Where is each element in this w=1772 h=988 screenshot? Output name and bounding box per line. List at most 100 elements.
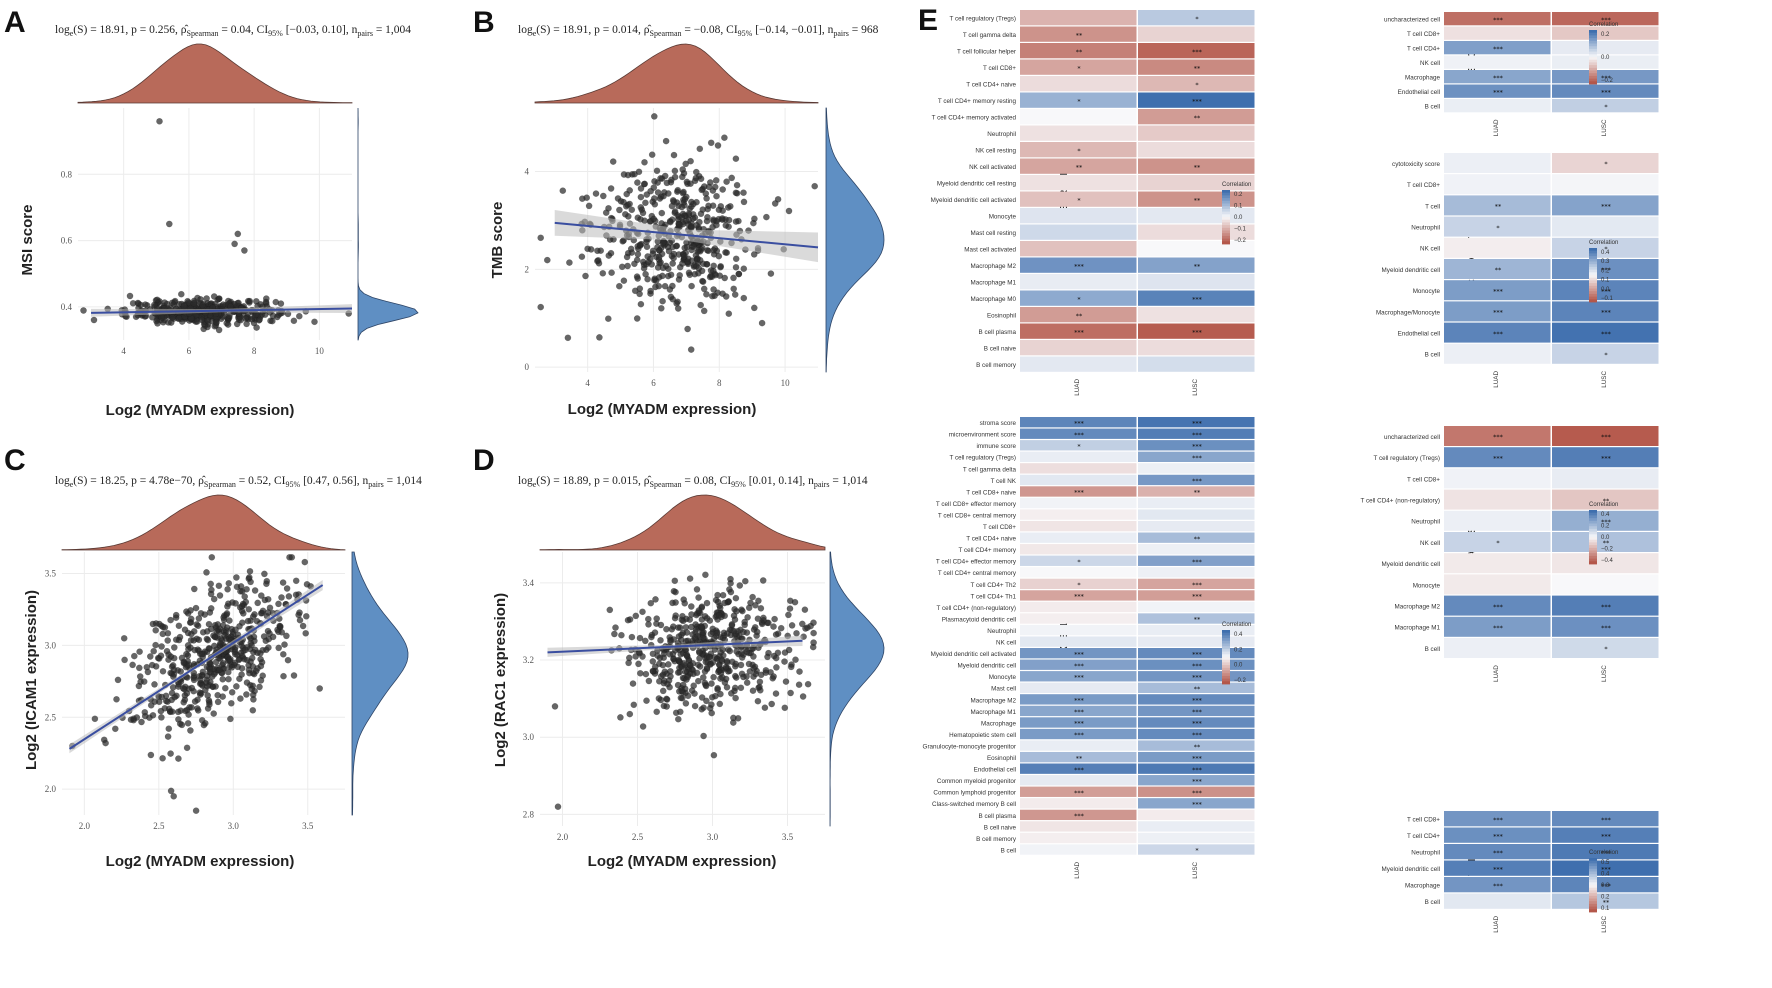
data-point (622, 210, 629, 218)
data-point (768, 700, 776, 708)
heatmap-cell (1138, 601, 1255, 613)
data-point (197, 610, 205, 617)
legend-swatch (1589, 48, 1597, 52)
significance-label: *** (1493, 816, 1504, 824)
data-point (695, 677, 702, 685)
data-point (684, 325, 691, 333)
significance-label: *** (1074, 673, 1085, 681)
data-point (788, 622, 796, 629)
data-point (178, 721, 186, 729)
x-tick-label: 3.0 (707, 832, 719, 842)
data-point (712, 177, 720, 184)
data-point (657, 637, 664, 644)
heatmap-row: T cell CD4+ Th1 *** *** (971, 590, 1255, 601)
legend-title: Correlation (1589, 240, 1618, 246)
stat-subscript: 95% (286, 480, 301, 489)
heatmap-cell (1020, 717, 1137, 728)
legend-swatch (1222, 217, 1230, 221)
data-point (626, 710, 634, 718)
significance-label: *** (1493, 849, 1504, 857)
legend-swatch (1589, 531, 1597, 535)
data-point (711, 654, 719, 661)
column-label: LUSC (1192, 379, 1199, 396)
legend-swatch (1222, 233, 1230, 237)
data-point (559, 187, 567, 194)
row-label: B cell naive (984, 824, 1017, 831)
data-point (732, 694, 739, 702)
data-point (150, 647, 157, 655)
legend-swatch (1589, 40, 1597, 44)
data-point (659, 297, 666, 305)
data-point (126, 292, 134, 300)
data-point (620, 171, 628, 178)
legend-swatch (1222, 632, 1230, 636)
legend-swatch (1589, 876, 1597, 880)
data-point (223, 319, 230, 327)
data-point (670, 250, 678, 258)
data-point (661, 668, 669, 676)
data-point (684, 692, 692, 700)
heatmap-cell (1138, 775, 1255, 786)
data-point (767, 270, 775, 277)
heatmap-row: T cell gamma delta (963, 463, 1255, 474)
legend-swatch (1222, 667, 1230, 671)
heatmap-cell (1020, 43, 1137, 59)
heatmap-cell (1138, 659, 1255, 670)
legend-title: Correlation (1222, 622, 1251, 628)
data-point (151, 698, 159, 706)
heatmap-cell (1138, 763, 1255, 774)
heatmap-row: B cell plasma *** *** (979, 323, 1255, 339)
heatmap-cell (1444, 426, 1551, 446)
data-point (751, 304, 758, 312)
stat-text: log (518, 24, 533, 36)
data-point (716, 604, 724, 612)
data-point (243, 679, 251, 686)
legend-swatch (1589, 261, 1597, 265)
data-point (599, 269, 607, 277)
data-point (732, 255, 740, 263)
data-point (655, 253, 663, 261)
heatmap-cell (1020, 798, 1137, 809)
data-point (682, 624, 690, 631)
column-label: LUSC (1601, 916, 1608, 933)
data-point (637, 185, 645, 192)
legend-swatch (1589, 283, 1597, 287)
significance-label: ** (1603, 898, 1610, 906)
stat-annotation: loge(S) = 18.91, p = 0.014, ρ̂Spearman =… (518, 24, 879, 38)
column-label: LUAD (1493, 665, 1500, 682)
significance-label: *** (1601, 88, 1612, 96)
stat-subscript: pairs (814, 480, 830, 489)
heatmap-cell (1020, 601, 1137, 613)
significance-label: *** (1074, 697, 1085, 705)
significance-label: *** (1192, 442, 1203, 450)
legend-swatch (1589, 57, 1597, 61)
legend-title: Correlation (1222, 182, 1251, 188)
row-label: Myeloid dendritic cell (1382, 267, 1440, 274)
data-point (157, 707, 165, 715)
data-point (165, 656, 172, 664)
significance-label: *** (1074, 789, 1085, 797)
data-point (785, 611, 792, 619)
heatmap-cell (1020, 486, 1137, 497)
legend-tick-label: 0.3 (1601, 883, 1610, 889)
data-point (687, 180, 694, 187)
heatmap-cell (1020, 125, 1137, 141)
data-point (210, 642, 218, 650)
y-marginal-density (351, 551, 409, 816)
data-point (616, 282, 623, 290)
heatmap-cell (1444, 860, 1551, 876)
legend-tick-label: 0.1 (1601, 278, 1610, 284)
heatmap-cell (1552, 55, 1659, 69)
data-point (283, 585, 291, 592)
color-legend: Correlation 0.2 0.1 0.0 −0.1 −0.2 (1222, 182, 1251, 245)
data-point (257, 592, 265, 599)
x-tick-label: 8 (252, 346, 257, 356)
heatmap-row: T cell CD4+ naive * (966, 76, 1255, 92)
heatmap-cell (1138, 257, 1255, 273)
heatmap-row: B cell memory (976, 356, 1255, 372)
data-point (726, 586, 733, 593)
row-label: Endothelial cell (1398, 331, 1440, 338)
data-point (639, 608, 646, 616)
y-marginal-density (829, 551, 885, 827)
heatmap-cell (1552, 322, 1659, 343)
